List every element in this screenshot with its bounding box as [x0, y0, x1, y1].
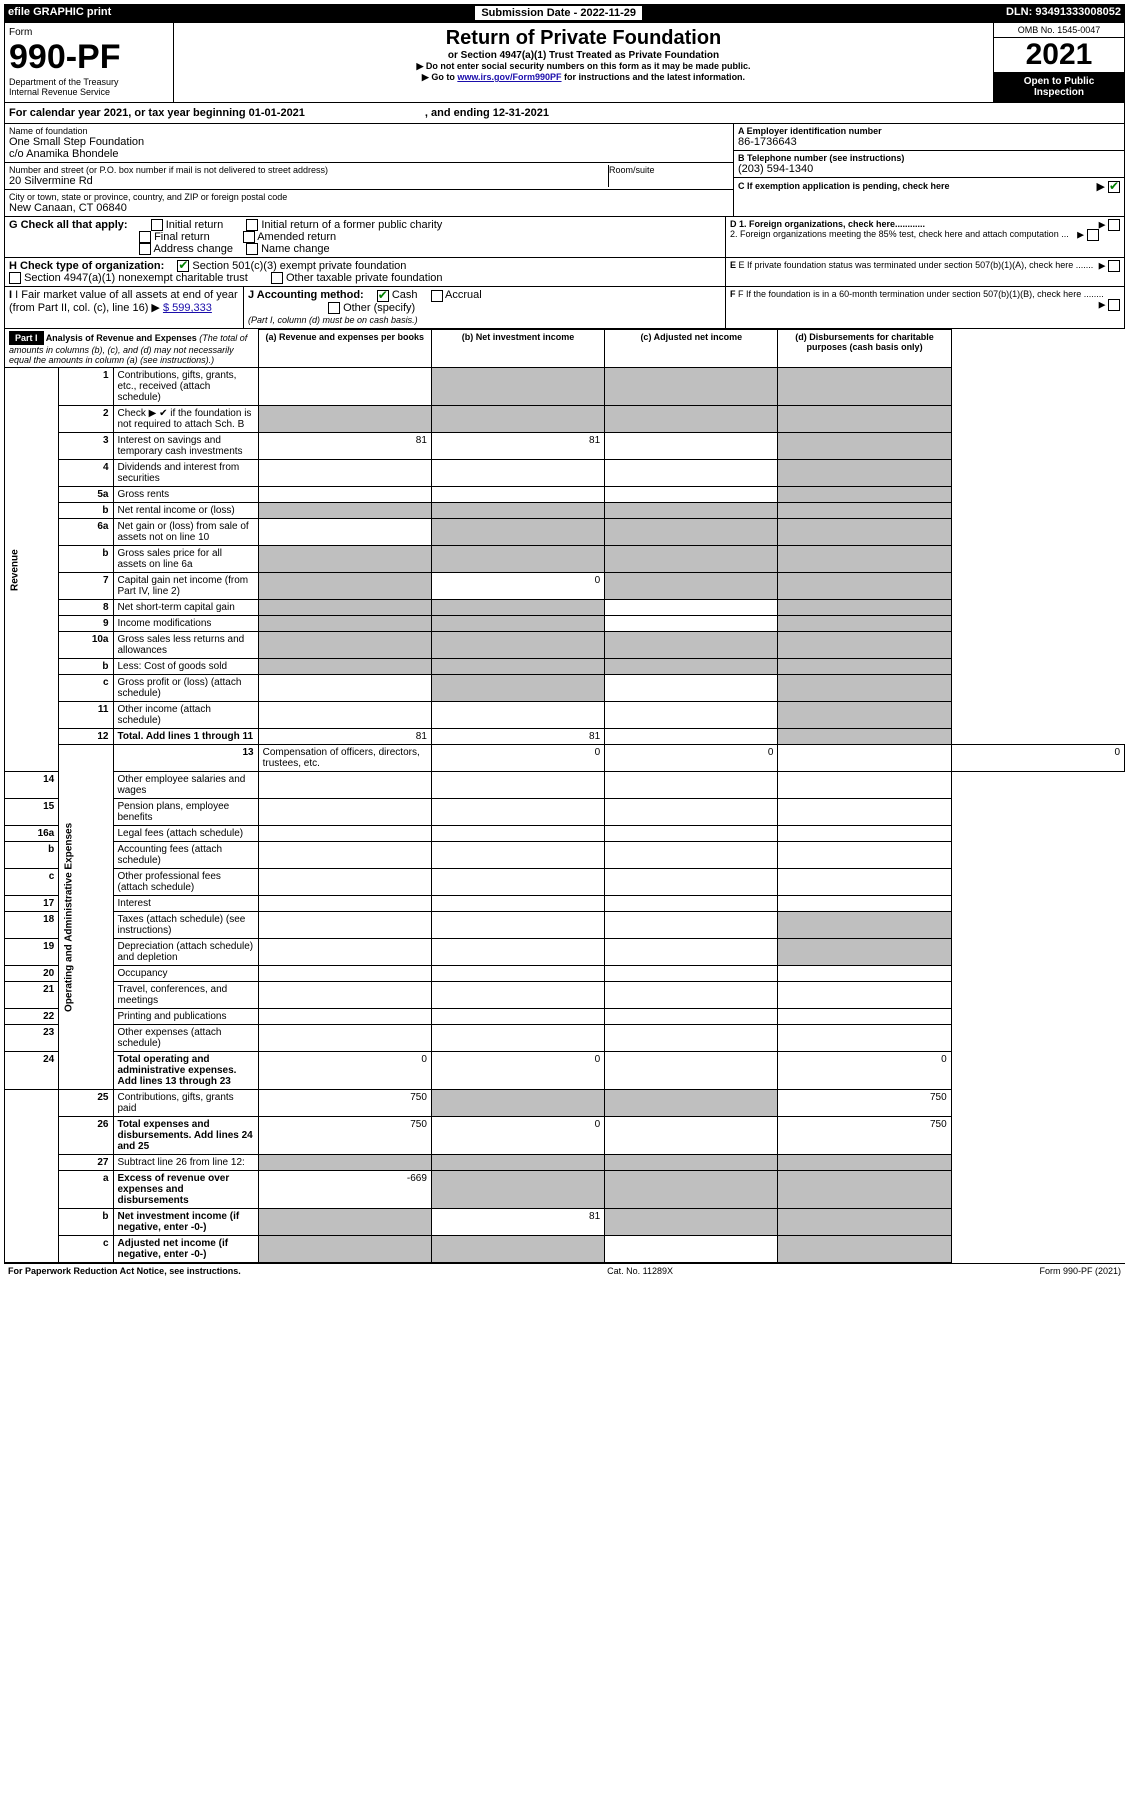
pending-cell: C If exemption application is pending, c… [734, 178, 1124, 194]
table-row: 8Net short-term capital gain [5, 600, 1125, 616]
terminated-cell: E E If private foundation status was ter… [725, 258, 1124, 286]
fmv-accounting-row: I I Fair market value of all assets at e… [4, 287, 1125, 328]
table-row: 23Other expenses (attach schedule) [5, 1025, 1125, 1052]
table-row: Operating and Administrative Expenses13C… [5, 745, 1125, 772]
table-row: 15Pension plans, employee benefits [5, 799, 1125, 826]
f-checkbox[interactable] [1108, 299, 1120, 311]
col-d-header: (d) Disbursements for charitable purpose… [778, 329, 951, 368]
form-number: 990-PF [9, 38, 169, 77]
table-row: 17Interest [5, 896, 1125, 912]
expenses-section-label: Operating and Administrative Expenses [59, 745, 113, 1090]
table-row: 11Other income (attach schedule) [5, 702, 1125, 729]
table-row: 3Interest on savings and temporary cash … [5, 433, 1125, 460]
tax-year: 2021 [994, 38, 1124, 72]
fmv-value[interactable]: $ 599,333 [163, 302, 212, 314]
dln: DLN: 93491333008052 [1006, 6, 1121, 20]
table-row: bLess: Cost of goods sold [5, 659, 1125, 675]
foreign-org-cell: D 1. Foreign organizations, check here..… [725, 217, 1124, 257]
form-header: Form 990-PF Department of the Treasury I… [4, 22, 1125, 103]
foundation-name-cell: Name of foundation One Small Step Founda… [5, 124, 733, 163]
street-cell: Number and street (or P.O. box number if… [5, 163, 733, 190]
table-row: 6aNet gain or (loss) from sale of assets… [5, 519, 1125, 546]
omb-number: OMB No. 1545-0047 [994, 23, 1124, 38]
identity-block: Name of foundation One Small Step Founda… [4, 124, 1125, 217]
calendar-year-row: For calendar year 2021, or tax year begi… [4, 103, 1125, 124]
part1-label: Part I [9, 331, 44, 345]
table-row: 10aGross sales less returns and allowanc… [5, 632, 1125, 659]
page-footer: For Paperwork Reduction Act Notice, see … [4, 1263, 1125, 1278]
table-row: bNet investment income (if negative, ent… [5, 1209, 1125, 1236]
notice-ssn: ▶ Do not enter social security numbers o… [178, 61, 989, 72]
table-row: 26Total expenses and disbursements. Add … [5, 1117, 1125, 1155]
footer-center: Cat. No. 11289X [607, 1266, 673, 1276]
submission-date: Submission Date - 2022-11-29 [475, 6, 642, 20]
amended-return-checkbox[interactable] [243, 231, 255, 243]
notice-link: ▶ Go to www.irs.gov/Form990PF for instru… [178, 72, 989, 83]
e-checkbox[interactable] [1108, 260, 1120, 272]
termination-60mo-cell: F F If the foundation is in a 60-month t… [725, 287, 1124, 327]
initial-former-checkbox[interactable] [246, 219, 258, 231]
501c3-checkbox[interactable] [177, 260, 189, 272]
address-change-checkbox[interactable] [139, 243, 151, 255]
col-c-header: (c) Adjusted net income [605, 329, 778, 368]
efile-label: efile GRAPHIC print [8, 6, 111, 20]
table-row: cOther professional fees (attach schedul… [5, 869, 1125, 896]
table-row: 12Total. Add lines 1 through 118181 [5, 729, 1125, 745]
city-cell: City or town, state or province, country… [5, 190, 733, 216]
table-row: 19Depreciation (attach schedule) and dep… [5, 939, 1125, 966]
table-row: 24Total operating and administrative exp… [5, 1052, 1125, 1090]
table-row: 7Capital gain net income (from Part IV, … [5, 573, 1125, 600]
initial-return-checkbox[interactable] [151, 219, 163, 231]
cash-checkbox[interactable] [377, 290, 389, 302]
4947-checkbox[interactable] [9, 272, 21, 284]
table-row: Revenue1Contributions, gifts, grants, et… [5, 368, 1125, 406]
table-row: 25Contributions, gifts, grants paid75075… [5, 1090, 1125, 1117]
table-row: cAdjusted net income (if negative, enter… [5, 1236, 1125, 1263]
form-subtitle: or Section 4947(a)(1) Trust Treated as P… [178, 50, 989, 61]
table-row: 21Travel, conferences, and meetings [5, 982, 1125, 1009]
table-row: 5aGross rents [5, 487, 1125, 503]
top-bar: efile GRAPHIC print Submission Date - 20… [4, 4, 1125, 22]
revenue-section-label: Revenue [5, 368, 59, 772]
final-return-checkbox[interactable] [139, 231, 151, 243]
irs-link[interactable]: www.irs.gov/Form990PF [457, 72, 561, 82]
phone-cell: B Telephone number (see instructions) (2… [734, 151, 1124, 178]
table-row: 18Taxes (attach schedule) (see instructi… [5, 912, 1125, 939]
table-row: 27Subtract line 26 from line 12: [5, 1155, 1125, 1171]
table-row: 14Other employee salaries and wages [5, 772, 1125, 799]
col-a-header: (a) Revenue and expenses per books [258, 329, 431, 368]
table-row: 16aLegal fees (attach schedule) [5, 826, 1125, 842]
department: Department of the Treasury Internal Reve… [9, 77, 169, 97]
table-row: 9Income modifications [5, 616, 1125, 632]
table-row: 4Dividends and interest from securities [5, 460, 1125, 487]
table-row: 22Printing and publications [5, 1009, 1125, 1025]
table-row: bNet rental income or (loss) [5, 503, 1125, 519]
table-row: aExcess of revenue over expenses and dis… [5, 1171, 1125, 1209]
pending-checkbox[interactable] [1108, 181, 1120, 193]
table-row: bAccounting fees (attach schedule) [5, 842, 1125, 869]
footer-right: Form 990-PF (2021) [1039, 1266, 1121, 1276]
open-public: Open to Public Inspection [994, 72, 1124, 102]
form-label: Form [9, 27, 169, 38]
table-row: 2Check ▶ ✔ if the foundation is not requ… [5, 406, 1125, 433]
name-change-checkbox[interactable] [246, 243, 258, 255]
form-title: Return of Private Foundation [178, 27, 989, 50]
accrual-checkbox[interactable] [431, 290, 443, 302]
table-row: bGross sales price for all assets on lin… [5, 546, 1125, 573]
other-taxable-checkbox[interactable] [271, 272, 283, 284]
d2-checkbox[interactable] [1087, 229, 1099, 241]
table-row: 20Occupancy [5, 966, 1125, 982]
part1-table: Part I Analysis of Revenue and Expenses … [4, 329, 1125, 1264]
col-b-header: (b) Net investment income [431, 329, 604, 368]
d1-checkbox[interactable] [1108, 219, 1120, 231]
org-type-row: H Check type of organization: Section 50… [4, 258, 1125, 287]
check-apply-row: G Check all that apply: Initial return I… [4, 217, 1125, 258]
table-row: cGross profit or (loss) (attach schedule… [5, 675, 1125, 702]
other-method-checkbox[interactable] [328, 302, 340, 314]
ein-cell: A Employer identification number 86-1736… [734, 124, 1124, 151]
footer-left: For Paperwork Reduction Act Notice, see … [8, 1266, 241, 1276]
